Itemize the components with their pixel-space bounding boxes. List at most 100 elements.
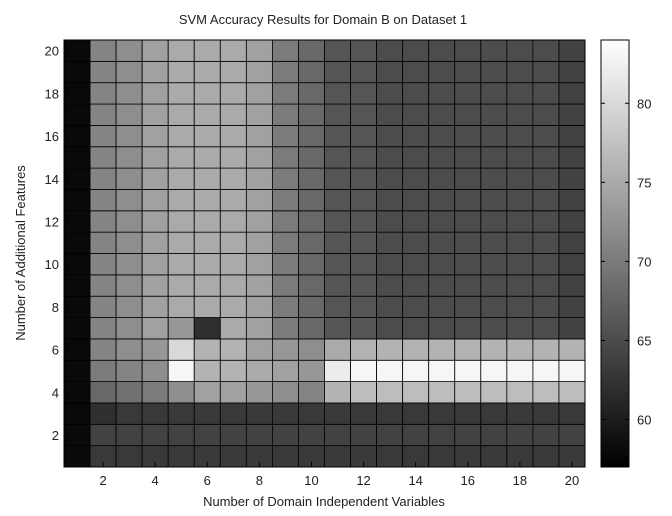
heatmap-cell: [298, 253, 325, 276]
heatmap-cell: [219, 274, 247, 297]
heatmap-cell: [245, 359, 273, 383]
heatmap-cell: [324, 125, 351, 148]
heatmap-cell: [558, 210, 586, 233]
heatmap-cell: [428, 231, 456, 254]
heatmap-cell: [219, 253, 247, 276]
heatmap-cell: [89, 381, 117, 404]
heatmap-cell: [454, 167, 482, 190]
heatmap-cell: [89, 338, 117, 361]
x-tick-label: 10: [304, 473, 318, 488]
heatmap-cell: [506, 103, 534, 126]
heatmap-cell: [376, 423, 404, 447]
heatmap-cell: [271, 445, 299, 468]
heatmap-cell: [350, 253, 377, 276]
y-tick-label: 10: [45, 257, 59, 272]
heatmap-cell: [271, 189, 299, 212]
heatmap-cell: [480, 381, 508, 404]
heatmap-cell: [428, 167, 456, 190]
heatmap-cell: [141, 189, 169, 212]
heatmap-cell: [115, 295, 143, 318]
heatmap-cell: [532, 274, 560, 297]
heatmap-cell: [115, 210, 143, 233]
heatmap-cell: [454, 125, 482, 148]
heatmap-cell: [402, 423, 430, 447]
heatmap-cell: [558, 359, 586, 383]
heatmap-cell: [480, 359, 508, 383]
heatmap-cell: [167, 423, 195, 447]
heatmap-cell: [350, 125, 377, 148]
heatmap-cell: [298, 423, 325, 447]
heatmap-cell: [532, 445, 560, 468]
heatmap-cell: [376, 103, 404, 126]
heatmap-cell: [532, 402, 560, 425]
colorbar-tick-label: 60: [637, 413, 651, 428]
heatmap-cell: [402, 167, 430, 190]
heatmap-cell: [454, 253, 482, 276]
heatmap-cell: [219, 210, 247, 233]
x-axis-label: Number of Domain Independent Variables: [203, 494, 445, 509]
heatmap-cell: [245, 146, 273, 169]
heatmap-cell: [480, 338, 508, 361]
heatmap-cell: [167, 231, 195, 254]
x-tick-label: 20: [565, 473, 579, 488]
heatmap-cell: [558, 338, 586, 361]
heatmap-cell: [271, 231, 299, 254]
heatmap-cell: [480, 189, 508, 212]
heatmap-cell: [271, 359, 299, 383]
heatmap-cell: [454, 338, 482, 361]
heatmap-cell: [558, 60, 586, 84]
heatmap-cell: [167, 253, 195, 276]
heatmap-cell: [245, 253, 273, 276]
heatmap-cell: [402, 210, 430, 233]
heatmap-cell: [428, 253, 456, 276]
heatmap-cell: [428, 402, 456, 425]
heatmap-cell: [141, 60, 169, 84]
heatmap-cell: [324, 295, 351, 318]
heatmap-cell: [350, 39, 377, 62]
heatmap-cell: [506, 274, 534, 297]
heatmap-cell: [141, 231, 169, 254]
heatmap-cell: [193, 167, 221, 190]
heatmap-cell: [245, 381, 273, 404]
heatmap-cell: [141, 39, 169, 62]
heatmap-cell: [167, 189, 195, 212]
heatmap-cell: [324, 423, 351, 447]
x-axis-ticks: 2 4 6 8 10 12 14 16 18 20: [99, 462, 579, 488]
heatmap-cell: [63, 146, 91, 169]
heatmap-cell: [193, 60, 221, 84]
heatmap-cell: [350, 274, 377, 297]
heatmap-cell: [350, 423, 377, 447]
heatmap-cell: [532, 253, 560, 276]
heatmap-cell: [271, 210, 299, 233]
heatmap-cell: [115, 60, 143, 84]
heatmap-cell: [480, 146, 508, 169]
heatmap-cell: [376, 381, 404, 404]
heatmap-cell: [428, 60, 456, 84]
heatmap-cell: [350, 381, 377, 404]
heatmap-cell: [298, 402, 325, 425]
heatmap-cell: [454, 39, 482, 62]
heatmap-cell: [298, 210, 325, 233]
heatmap-cell: [89, 231, 117, 254]
heatmap-cell: [89, 125, 117, 148]
heatmap-cell: [558, 317, 586, 340]
heatmap-cell: [245, 338, 273, 361]
heatmap-cell: [454, 317, 482, 340]
heatmap-cell: [324, 60, 351, 84]
heatmap-cell: [558, 82, 586, 105]
heatmap-cell: [376, 82, 404, 105]
heatmap-cell: [89, 189, 117, 212]
y-tick-label: 2: [52, 428, 59, 443]
x-tick-label: 4: [152, 473, 159, 488]
heatmap-cell: [141, 146, 169, 169]
colorbar-ticks: 60 65 70 75 80: [601, 96, 651, 428]
heatmap-cell: [324, 210, 351, 233]
heatmap-cell: [324, 445, 351, 468]
heatmap-cell: [532, 295, 560, 318]
heatmap-cell: [558, 231, 586, 254]
heatmap-cell: [219, 359, 247, 383]
heatmap-cell: [350, 338, 377, 361]
heatmap-cell: [558, 402, 586, 425]
heatmap-cell: [532, 231, 560, 254]
